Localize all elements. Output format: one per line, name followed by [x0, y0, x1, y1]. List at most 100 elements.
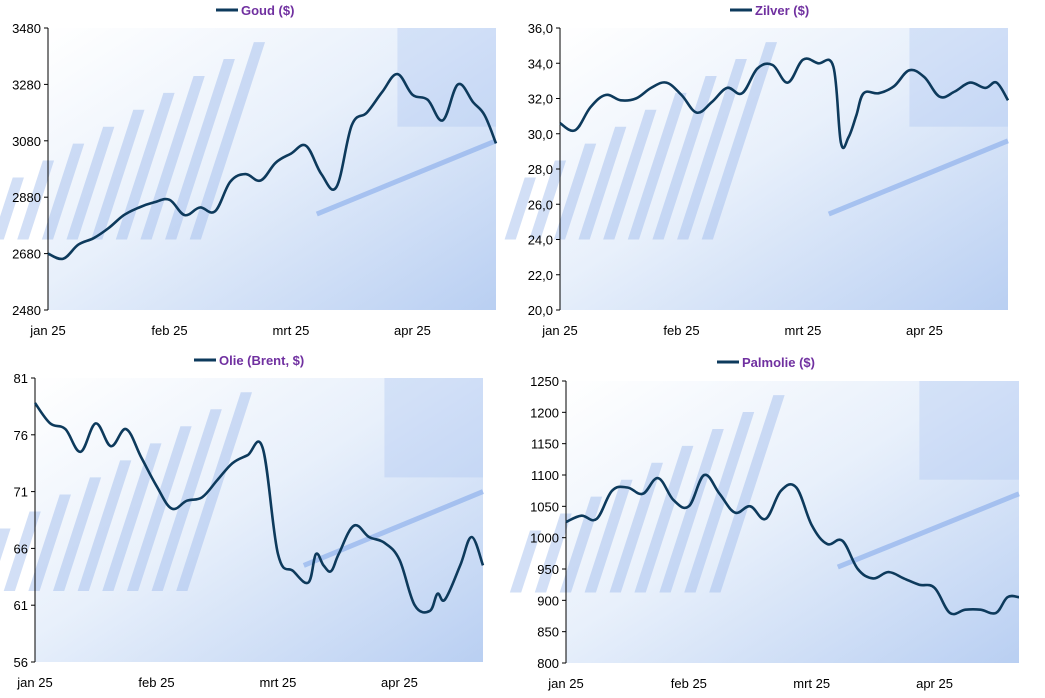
y-tick-label: 1150	[531, 437, 559, 452]
y-tick-label: 20,0	[528, 303, 553, 318]
y-tick-label: 3280	[12, 77, 41, 92]
y-tick-label: 900	[537, 593, 559, 608]
y-axis-ticks: 20,0 22,0 24,0 26,0 28,0 30,0 32,0 34,0 36,0	[528, 21, 560, 318]
y-tick-label: 36,0	[528, 21, 553, 36]
chart-goud-svg: 2480 2680 2880 3080 3280 3480 jan 25 feb 25 mrt…	[0, 3, 498, 338]
legend: Palmolie ($)	[717, 355, 815, 370]
y-tick-label: 56	[14, 655, 28, 670]
x-tick-label: mrt 25	[793, 676, 830, 691]
x-tick-label: apr 25	[381, 675, 418, 690]
decor-bar	[189, 42, 266, 240]
x-tick-label: mrt 25	[260, 675, 297, 690]
decor-bar	[584, 479, 633, 593]
decor-streak	[827, 138, 1009, 217]
x-tick-label: jan 25	[541, 323, 577, 338]
y-tick-label: 2480	[12, 303, 41, 318]
y-tick-label: 28,0	[528, 162, 553, 177]
decor-bar	[603, 109, 657, 240]
chart-palmolie: 800 850 900 950 1000 1050 1100 1150 1200 1250 jan…	[509, 350, 1045, 698]
decor-block	[919, 381, 1019, 480]
decor-bar	[126, 426, 192, 591]
legend: Olie (Brent, $)	[194, 353, 304, 368]
decor-bar	[677, 59, 747, 240]
decor-bar	[504, 177, 536, 240]
y-axis-ticks: 56 61 66 71 76 81	[14, 371, 35, 670]
x-tick-label: apr 25	[394, 323, 431, 338]
decor-bar	[3, 511, 41, 591]
legend-label: Zilver ($)	[755, 3, 809, 18]
y-tick-label: 26,0	[528, 197, 553, 212]
y-tick-label: 1050	[530, 499, 559, 514]
y-axis-ticks: 2480 2680 2880 3080 3280 3480	[12, 21, 48, 318]
decor-bar	[553, 143, 597, 240]
y-tick-label: 32,0	[528, 92, 553, 107]
x-tick-label: feb 25	[138, 675, 174, 690]
background-decoration	[0, 28, 497, 240]
decor-bar	[709, 395, 785, 593]
decor-bar	[684, 412, 755, 593]
y-tick-label: 22,0	[528, 268, 553, 283]
y-tick-label: 3080	[12, 134, 41, 149]
series-line-goud	[47, 72, 498, 261]
decor-bar	[529, 160, 567, 240]
decor-streak	[315, 138, 497, 217]
decor-bar	[0, 177, 24, 240]
series-line-zilver	[559, 57, 1010, 150]
y-tick-label: 1100	[531, 468, 559, 483]
chart-olie: 56 61 66 71 76 81 jan 25 feb 25 mrt 25 apr 25 Ol…	[0, 350, 507, 698]
decor-bar	[102, 443, 162, 591]
decor-bar	[17, 160, 55, 240]
decor-bar	[578, 126, 627, 240]
decor-bar	[140, 75, 205, 240]
decor-bar	[652, 75, 717, 240]
decor-bar	[701, 42, 778, 240]
legend-label: Palmolie ($)	[742, 355, 815, 370]
series-line-olie	[33, 402, 485, 614]
y-tick-label: 1200	[530, 405, 559, 420]
x-tick-label: jan 25	[29, 323, 65, 338]
decor-bar	[53, 477, 102, 591]
y-tick-label: 61	[14, 598, 28, 613]
decor-bar	[659, 428, 724, 593]
decor-streak	[836, 491, 1020, 570]
decor-bar	[28, 494, 71, 591]
decor-bar	[165, 59, 235, 240]
decor-bar	[41, 143, 85, 240]
background-decoration	[509, 381, 1020, 593]
legend: Goud ($)	[216, 3, 294, 18]
x-tick-label: feb 25	[663, 323, 699, 338]
decor-bar	[609, 462, 663, 593]
y-tick-label: 1250	[530, 374, 559, 389]
x-axis-ticks: jan 25 feb 25 mrt 25 apr 25	[547, 676, 953, 691]
decor-bar	[91, 109, 145, 240]
decor-bar	[77, 460, 132, 591]
decor-bar	[66, 126, 115, 240]
y-tick-label: 1000	[530, 531, 559, 546]
y-tick-label: 800	[537, 656, 559, 671]
decor-bar	[534, 513, 572, 593]
y-axis-ticks: 800 850 900 950 1000 1050 1100 1150 1200 1250	[530, 374, 566, 671]
x-tick-label: apr 25	[906, 323, 943, 338]
y-tick-label: 71	[14, 485, 28, 500]
x-axis-ticks: jan 25 feb 25 mrt 25 apr 25	[541, 323, 943, 338]
x-tick-label: mrt 25	[785, 323, 822, 338]
y-tick-label: 24,0	[528, 233, 553, 248]
decor-bar	[176, 392, 253, 592]
legend: Zilver ($)	[730, 3, 809, 18]
x-tick-label: jan 25	[16, 675, 52, 690]
background-decoration	[504, 28, 1009, 240]
chart-palmolie-svg: 800 850 900 950 1000 1050 1100 1150 1200 1250 jan…	[509, 355, 1020, 691]
decor-bar	[634, 445, 694, 593]
y-tick-label: 950	[537, 562, 559, 577]
decor-bar	[509, 530, 542, 593]
chart-goud: 2480 2680 2880 3080 3280 3480 jan 25 feb 25 mrt…	[0, 0, 520, 345]
x-tick-label: feb 25	[671, 676, 707, 691]
y-tick-label: 850	[537, 625, 559, 640]
chart-zilver: 20,0 22,0 24,0 26,0 28,0 30,0 32,0 34,0 36,0 jan…	[504, 0, 1045, 345]
y-tick-label: 81	[14, 371, 28, 386]
series-line-palmolie	[565, 473, 1020, 616]
decor-bar	[115, 92, 175, 240]
x-tick-label: apr 25	[916, 676, 953, 691]
y-tick-label: 34,0	[528, 56, 553, 71]
x-tick-label: mrt 25	[273, 323, 310, 338]
